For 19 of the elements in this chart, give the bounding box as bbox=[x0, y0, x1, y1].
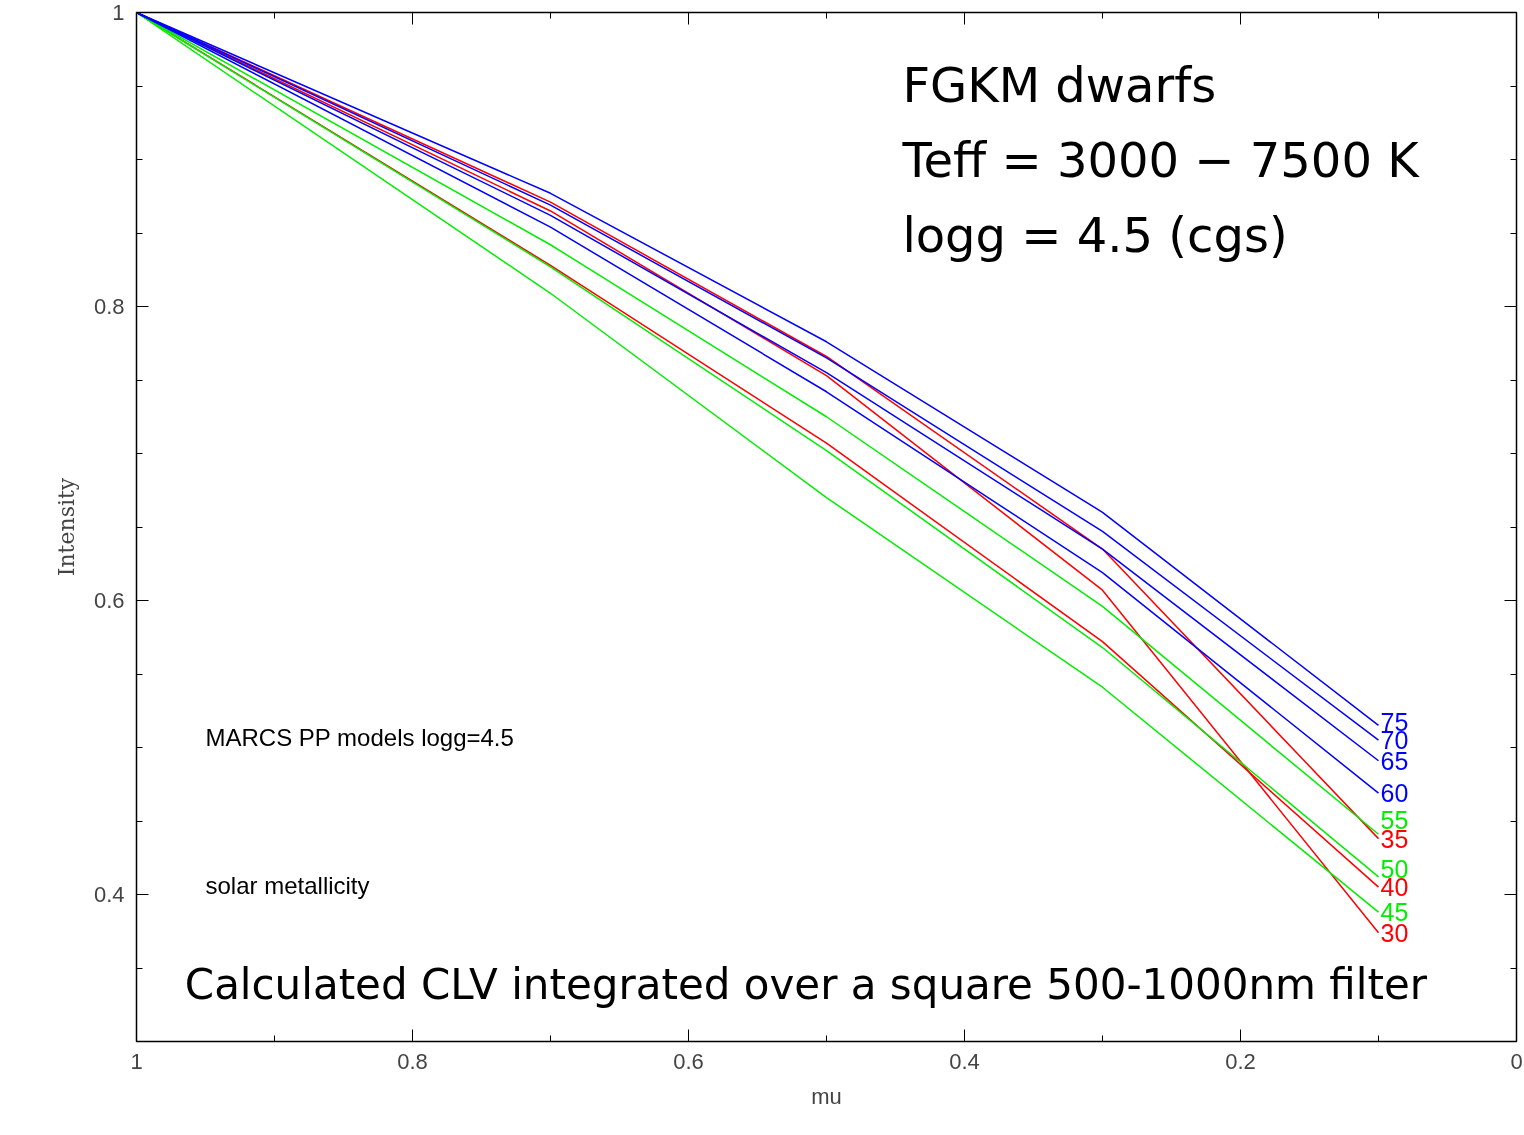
annotation: MARCS PP models logg=4.5 bbox=[205, 724, 514, 752]
x-tick-label: 0.2 bbox=[1225, 1048, 1256, 1074]
annotation: logg = 4.5 (cgs) bbox=[902, 206, 1288, 263]
y-tick-label: 0.4 bbox=[93, 882, 125, 907]
annotation: solar metallicity bbox=[205, 871, 370, 899]
y-tick-label: 0.8 bbox=[93, 294, 125, 319]
y-axis-title: Intensity bbox=[53, 477, 79, 577]
x-axis-title: mu bbox=[811, 1083, 842, 1109]
x-tick-label: 0.4 bbox=[949, 1048, 980, 1074]
y-tick-label: 0.6 bbox=[93, 588, 125, 613]
y-tick-label: 1 bbox=[112, 0, 125, 25]
series-label: 60 bbox=[1380, 779, 1409, 808]
annotation: FGKM dwarfs bbox=[902, 56, 1217, 113]
x-tick-label: 0.8 bbox=[397, 1048, 428, 1074]
annotation: Teff = 3000 − 7500 K bbox=[901, 131, 1421, 188]
annotation: Calculated CLV integrated over a square 500-1000nm filter bbox=[184, 960, 1428, 1010]
x-tick-label: 1 bbox=[130, 1048, 143, 1074]
x-tick-label: 0.6 bbox=[673, 1048, 704, 1074]
x-tick-label: 0 bbox=[1510, 1048, 1523, 1074]
